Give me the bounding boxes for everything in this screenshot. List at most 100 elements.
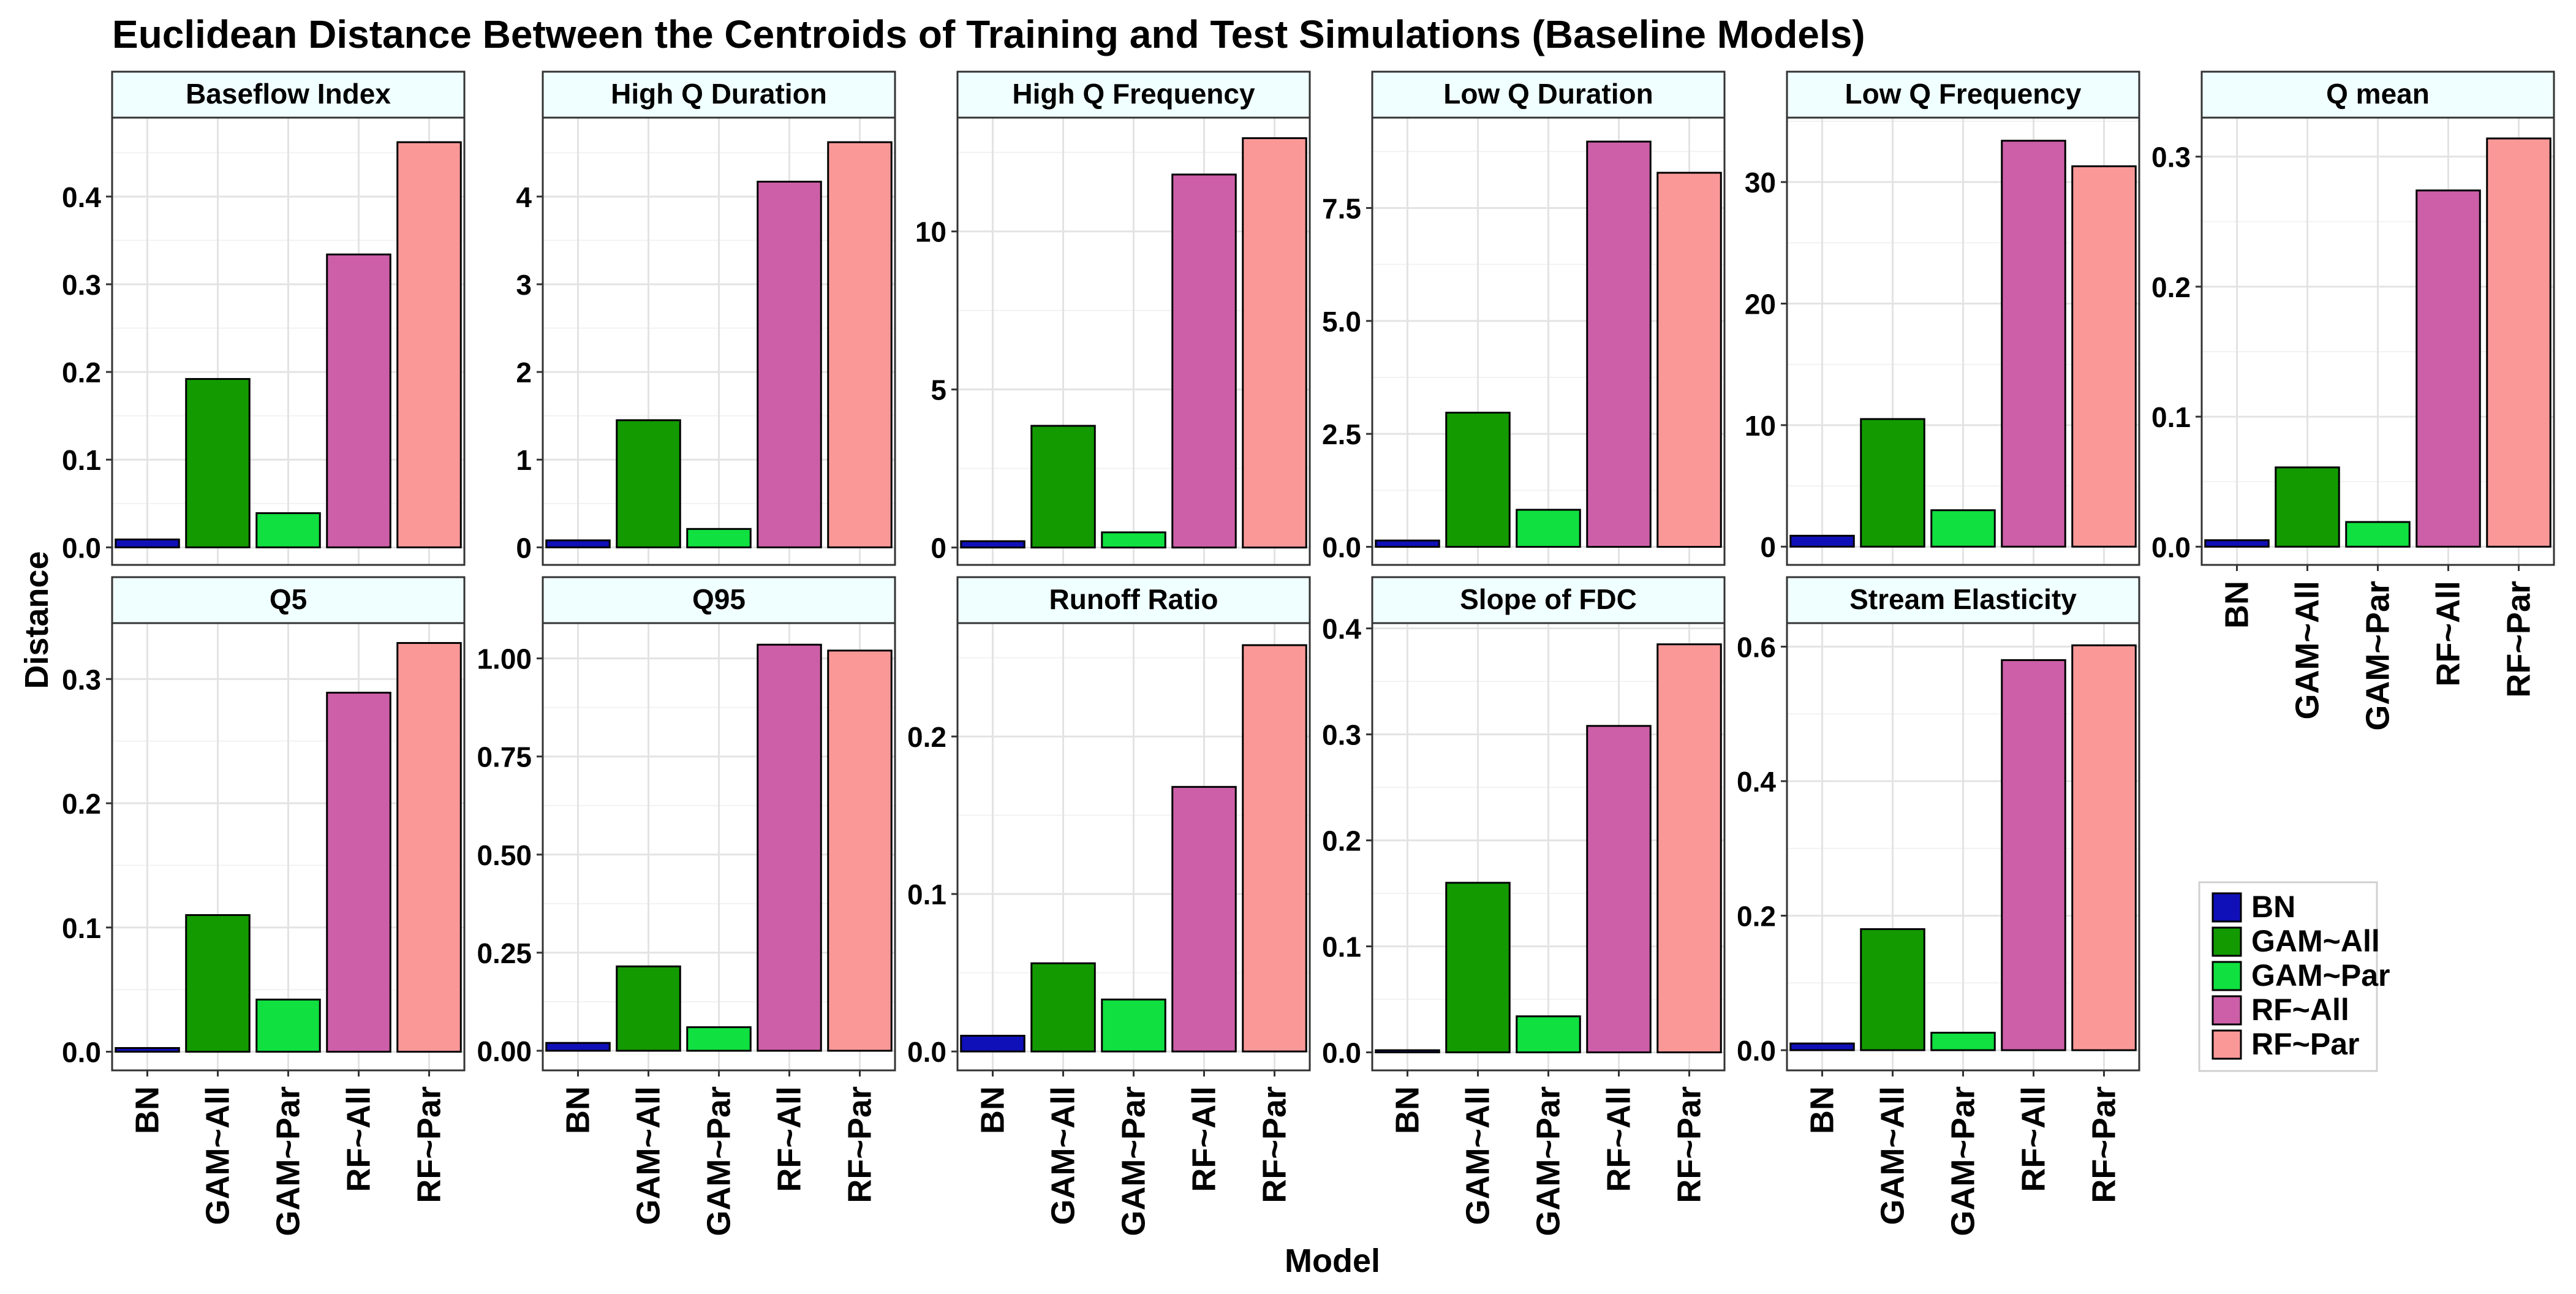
- panel-baseflow-index-y-tick-label: 0.0: [62, 532, 101, 564]
- panel-high-q-duration-bar-rf-all: [757, 180, 822, 548]
- panel-high-q-duration-bar-rf-par: [827, 141, 893, 548]
- panel-q-mean-bar-gam-all: [2275, 466, 2340, 548]
- panel-q5-strip: [111, 576, 466, 624]
- panel-slope-of-fdc-bar-gam-all: [1445, 882, 1511, 1054]
- panel-high-q-duration-strip: [542, 70, 896, 119]
- panel-baseflow-index-y-tick-label: 0.4: [62, 181, 101, 213]
- panel-stream-elasticity-bar-bn: [1789, 1042, 1855, 1051]
- panel-low-q-frequency-bar-gam-all: [1860, 418, 1925, 548]
- panel-q95-y-tick-label: 0.25: [477, 937, 532, 969]
- panel-runoff-ratio-x-tick-label: BN: [975, 1086, 1011, 1134]
- panel-stream-elasticity-x-tick-label: RF~Par: [2086, 1086, 2123, 1203]
- panel-q-mean-bar-rf-par: [2486, 137, 2551, 548]
- panel-q5-bar-gam-all: [185, 914, 251, 1053]
- panel-stream-elasticity-y-tick-label: 0.4: [1737, 766, 1776, 798]
- panel-low-q-frequency-y-tick-label: 30: [1745, 167, 1776, 199]
- panel-stream-elasticity-y-tick-label: 0.2: [1737, 901, 1776, 933]
- panel-low-q-duration-bar-bn: [1375, 539, 1440, 548]
- legend-label-gam-par: GAM~Par: [2251, 958, 2390, 993]
- panel-q-mean-y-tick-label: 0.0: [2151, 531, 2191, 563]
- legend-label-bn: BN: [2251, 890, 2295, 924]
- panel-high-q-frequency-strip-label: High Q Frequency: [1012, 78, 1255, 110]
- panel-baseflow-index-bar-rf-all: [326, 253, 391, 548]
- panel-stream-elasticity-x-tick-label: RF~All: [2015, 1086, 2052, 1192]
- panel-stream-elasticity-strip-label: Stream Elasticity: [1849, 583, 2077, 615]
- panel-low-q-frequency-y-tick-label: 0: [1760, 531, 1776, 563]
- panel-slope-of-fdc-x-tick-label: GAM~All: [1460, 1086, 1497, 1225]
- panel-low-q-duration-border: [1371, 116, 1726, 566]
- panel-low-q-duration-bar-rf-par: [1656, 172, 1722, 548]
- panel-high-q-duration-bar-bn: [545, 539, 611, 548]
- panel-q95-y-tick-label: 1.00: [477, 643, 532, 675]
- panel-high-q-duration: High Q Duration 0 1 2 3 4: [516, 70, 896, 566]
- panel-stream-elasticity-bar-rf-par: [2071, 644, 2137, 1051]
- panel-slope-of-fdc-y-tick-label: 0.3: [1322, 719, 1361, 751]
- panel-slope-of-fdc-y-tick-label: 0.2: [1322, 825, 1361, 857]
- panel-slope-of-fdc: Slope of FDC 0.0 0.1 0.2 0.3 0.4 BN GAM~All GAM~…: [1322, 576, 1726, 1236]
- panel-high-q-frequency-y-tick-label: 10: [915, 216, 946, 248]
- panel-high-q-frequency-bar-rf-par: [1242, 137, 1307, 549]
- panel-q5-y-tick-label: 0.2: [62, 788, 101, 820]
- panel-high-q-duration-y-tick-label: 4: [516, 181, 532, 213]
- panel-q5-y-tick-label: 0.3: [62, 664, 101, 695]
- panel-baseflow-index-strip: [111, 70, 466, 119]
- panel-q5-x-tick-label: BN: [129, 1086, 166, 1134]
- panel-high-q-duration-bar-gam-all: [616, 419, 681, 548]
- panel-baseflow-index-border: [111, 116, 466, 566]
- panel-high-q-duration-border: [542, 116, 896, 566]
- panel-runoff-ratio-bar-bn: [960, 1034, 1025, 1053]
- panel-runoff-ratio-x-tick-label: RF~Par: [1256, 1086, 1293, 1203]
- panel-q5-x-tick-label: GAM~All: [200, 1086, 236, 1225]
- panel-q5-strip-label: Q5: [270, 583, 307, 615]
- bottom-right-facet-axis: BN GAM~All GAM~Par RF~All RF~Par: [2219, 565, 2537, 731]
- panel-q95-x-tick-label: RF~All: [771, 1086, 808, 1192]
- panel-q-mean-y-tick-label: 0.3: [2151, 142, 2191, 173]
- panel-baseflow-index-bar-rf-par: [396, 141, 462, 548]
- q-mean-column-x-tick-label: BN: [2219, 581, 2256, 629]
- panel-stream-elasticity: Stream Elasticity 0.0 0.2 0.4 0.6 BN GAM~All GA…: [1737, 576, 2140, 1236]
- panel-runoff-ratio-bar-gam-par: [1101, 998, 1166, 1053]
- panel-high-q-frequency-bar-bn: [960, 540, 1025, 549]
- panel-q-mean-strip: [2200, 70, 2555, 119]
- panel-low-q-frequency-y-tick-label: 20: [1745, 289, 1776, 320]
- legend-swatch-rf-par: [2212, 1029, 2242, 1060]
- y-axis-title: Distance: [18, 551, 55, 689]
- panel-stream-elasticity-y-tick-label: 0.6: [1737, 631, 1776, 663]
- panel-high-q-duration-y-tick-label: 1: [516, 444, 532, 476]
- panel-q95-x-tick-label: GAM~All: [630, 1086, 667, 1225]
- panel-high-q-duration-bar-gam-par: [686, 528, 752, 548]
- panel-low-q-duration-y-tick-label: 5.0: [1322, 306, 1361, 338]
- panel-runoff-ratio-strip-label: Runoff Ratio: [1049, 583, 1218, 615]
- facet-panels: Baseflow Index 0.0 0.1 0.2 0.3 0.4 High Q Dura…: [62, 70, 2555, 1236]
- x-axis-title: Model: [1285, 1243, 1380, 1279]
- panel-q95-bar-bn: [545, 1042, 611, 1052]
- panel-q95: Q95 0.00 0.25 0.50 0.75 1.00 BN GAM~All GAM~Par R…: [477, 576, 896, 1236]
- panel-high-q-frequency-y-tick-label: 0: [931, 532, 946, 564]
- panel-baseflow-index: Baseflow Index 0.0 0.1 0.2 0.3 0.4: [62, 70, 466, 566]
- panel-q95-bar-gam-par: [686, 1026, 752, 1052]
- panel-baseflow-index-bar-gam-all: [185, 378, 251, 548]
- panel-high-q-frequency-bar-gam-all: [1030, 425, 1096, 549]
- panel-high-q-duration-y-tick-label: 0: [516, 532, 532, 564]
- panel-q95-bar-rf-par: [827, 649, 893, 1052]
- panel-runoff-ratio-y-tick-label: 0.2: [907, 721, 946, 753]
- panel-q-mean-y-tick-label: 0.1: [2151, 401, 2191, 433]
- panel-low-q-frequency-bar-gam-par: [1930, 509, 1996, 548]
- panel-low-q-frequency-bar-bn: [1789, 534, 1855, 548]
- panel-high-q-frequency-strip: [956, 70, 1311, 119]
- panel-q5-bar-gam-par: [255, 998, 321, 1053]
- panel-runoff-ratio: Runoff Ratio 0.0 0.1 0.2 BN GAM~All GAM~Par RF~…: [907, 576, 1311, 1236]
- panel-stream-elasticity-bar-rf-all: [2001, 659, 2066, 1051]
- panel-baseflow-index-y-tick-label: 0.3: [62, 269, 101, 301]
- legend-label-rf-all: RF~All: [2251, 993, 2349, 1027]
- panel-baseflow-index-bar-gam-par: [255, 512, 321, 548]
- panel-slope-of-fdc-x-tick-label: RF~All: [1601, 1086, 1637, 1192]
- panel-q95-x-tick-label: RF~Par: [842, 1086, 878, 1203]
- panel-q5: Q5 0.0 0.1 0.2 0.3 BN GAM~All GAM~Par RF~All RF~P…: [62, 576, 466, 1236]
- panel-q5-bar-rf-all: [326, 692, 391, 1053]
- legend-swatch-rf-all: [2212, 995, 2242, 1026]
- panel-low-q-duration-y-tick-label: 2.5: [1322, 418, 1361, 450]
- panel-slope-of-fdc-strip-label: Slope of FDC: [1460, 583, 1637, 615]
